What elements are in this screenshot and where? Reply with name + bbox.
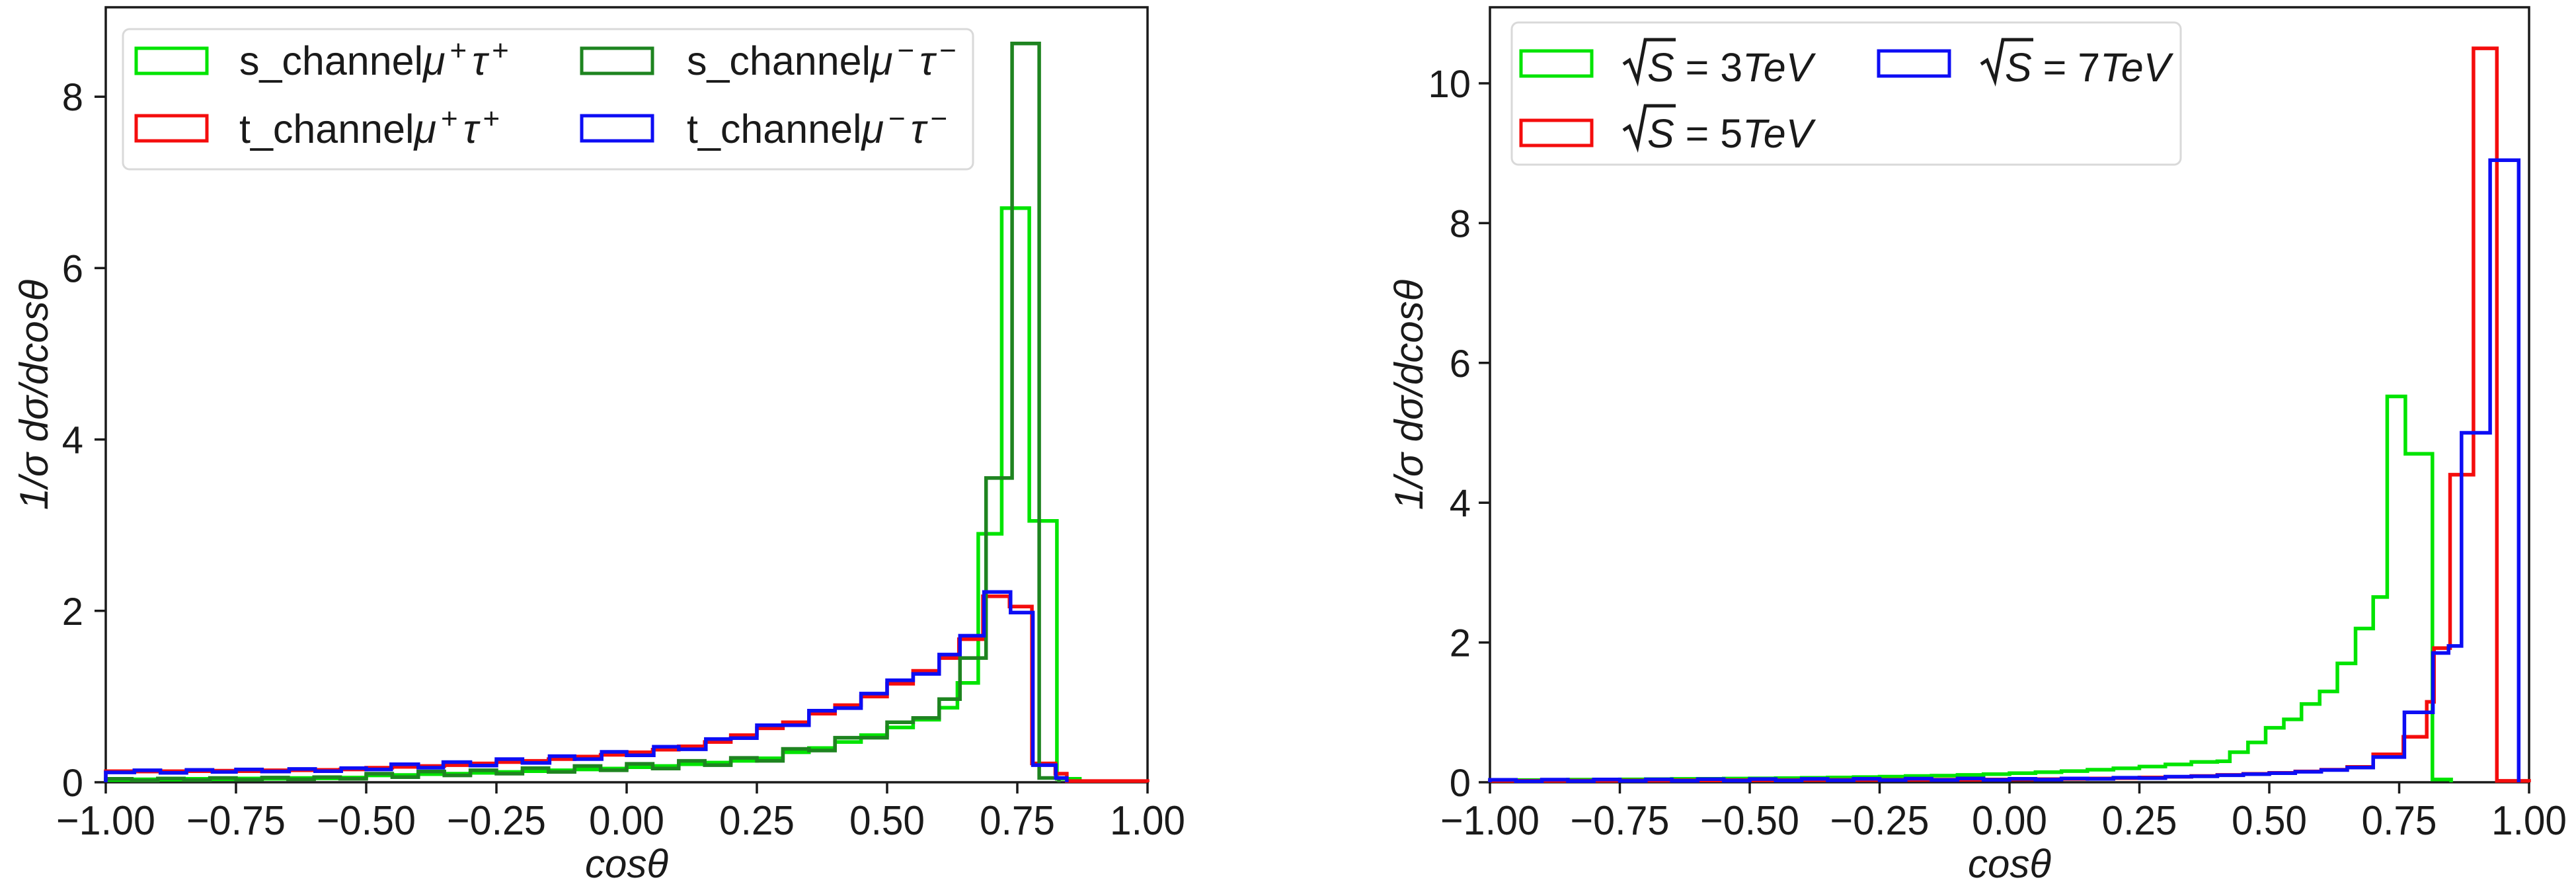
svg-text:6: 6 [62, 247, 83, 290]
svg-text:s_channelμ−τ−: s_channelμ − τ − [687, 34, 956, 83]
svg-text:1/σ dσ/dcosθ: 1/σ dσ/dcosθ [12, 279, 56, 510]
svg-text:0: 0 [1450, 762, 1471, 805]
svg-text:−0.25: −0.25 [447, 798, 546, 844]
svg-text:0.00: 0.00 [1972, 798, 2047, 844]
svg-text:−0.75: −0.75 [1571, 798, 1670, 844]
svg-text:−0.25: −0.25 [1830, 798, 1930, 844]
svg-text:0.50: 0.50 [2232, 798, 2307, 844]
svg-text:1.00: 1.00 [2491, 798, 2567, 844]
svg-text:0.75: 0.75 [2362, 798, 2437, 844]
svg-text:S = 7TeV: S = 7TeV [2005, 45, 2174, 90]
svg-text:−0.75: −0.75 [186, 798, 286, 844]
svg-text:−1.00: −1.00 [1440, 798, 1540, 844]
svg-text:cosθ: cosθ [585, 842, 668, 886]
svg-text:0.50: 0.50 [849, 798, 925, 844]
svg-text:−0.50: −0.50 [317, 798, 416, 844]
svg-text:−1.00: −1.00 [56, 798, 155, 844]
svg-text:S = 5TeV: S = 5TeV [1647, 111, 1816, 156]
svg-text:0.75: 0.75 [980, 798, 1055, 844]
svg-text:t_channelμ−τ−: t_channelμ − τ − [687, 102, 947, 151]
svg-text:s_channelμ+τ+: s_channelμ + τ + [239, 34, 509, 83]
svg-text:0: 0 [62, 762, 83, 805]
svg-text:cosθ: cosθ [1968, 842, 2051, 886]
svg-text:2: 2 [62, 591, 83, 633]
svg-text:4: 4 [1450, 482, 1471, 525]
svg-text:0.25: 0.25 [2102, 798, 2177, 844]
svg-text:2: 2 [1450, 622, 1471, 665]
svg-text:0.25: 0.25 [719, 798, 795, 844]
svg-text:1/σ dσ/dcosθ: 1/σ dσ/dcosθ [1387, 279, 1431, 510]
svg-text:4: 4 [62, 419, 83, 462]
svg-text:S = 3TeV: S = 3TeV [1647, 45, 1816, 90]
svg-text:8: 8 [1450, 202, 1471, 245]
svg-text:10: 10 [1428, 63, 1471, 106]
svg-text:−0.50: −0.50 [1700, 798, 1799, 844]
svg-text:6: 6 [1450, 343, 1471, 386]
svg-text:0.00: 0.00 [589, 798, 664, 844]
svg-text:8: 8 [62, 76, 83, 119]
svg-text:1.00: 1.00 [1110, 798, 1185, 844]
